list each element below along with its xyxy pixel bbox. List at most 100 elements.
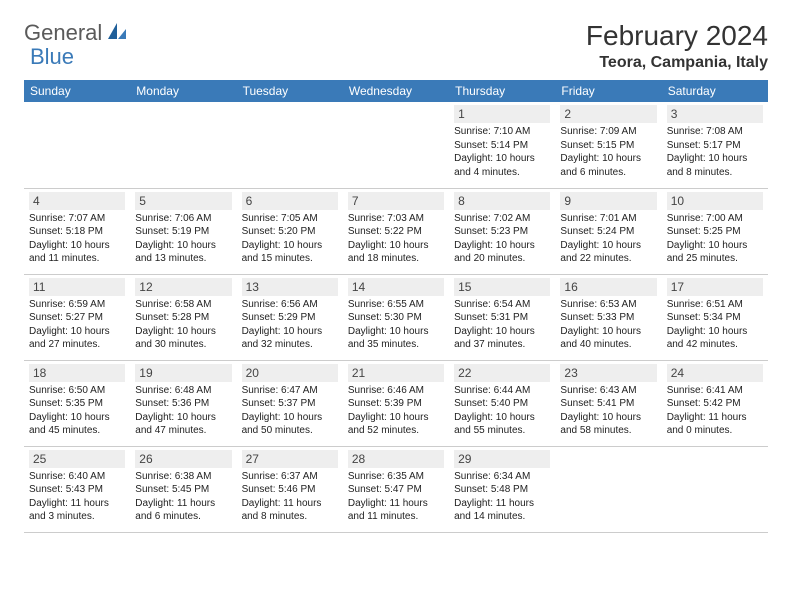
day-info: Sunrise: 6:34 AMSunset: 5:48 PMDaylight:… [454,470,550,524]
sunset-text: Sunset: 5:43 PM [29,483,125,497]
day-number: 23 [560,364,656,382]
sunset-text: Sunset: 5:22 PM [348,225,444,239]
sunrise-text: Sunrise: 6:48 AM [135,384,231,398]
day-number: 27 [242,450,338,468]
sunset-text: Sunset: 5:24 PM [560,225,656,239]
calendar-cell: 8Sunrise: 7:02 AMSunset: 5:23 PMDaylight… [449,188,555,274]
calendar-cell: 17Sunrise: 6:51 AMSunset: 5:34 PMDayligh… [662,274,768,360]
logo: General [24,20,130,46]
header: General February 2024 Teora, Campania, I… [24,20,768,72]
day-info: Sunrise: 7:01 AMSunset: 5:24 PMDaylight:… [560,212,656,266]
sunrise-text: Sunrise: 6:54 AM [454,298,550,312]
sunset-text: Sunset: 5:47 PM [348,483,444,497]
sunrise-text: Sunrise: 6:53 AM [560,298,656,312]
calendar-cell: 27 Sunrise: 6:37 AMSunset: 5:46 PMDayligh… [237,446,343,532]
day-number: 5 [135,192,231,210]
daylight-text: Daylight: 10 hours and 18 minutes. [348,239,444,266]
sunset-text: Sunset: 5:40 PM [454,397,550,411]
calendar-cell: 4Sunrise: 7:07 AMSunset: 5:18 PMDaylight… [24,188,130,274]
day-number: 12 [135,278,231,296]
day-info: Sunrise: 6:59 AMSunset: 5:27 PMDaylight:… [29,298,125,352]
sunset-text: Sunset: 5:17 PM [667,139,763,153]
sunrise-text: Sunrise: 6:46 AM [348,384,444,398]
daylight-text: Daylight: 10 hours and 8 minutes. [667,152,763,179]
calendar-cell-empty [343,102,449,188]
calendar-cell: 28Sunrise: 6:35 AMSunset: 5:47 PMDayligh… [343,446,449,532]
day-number: 11 [29,278,125,296]
calendar-cell: 3Sunrise: 7:08 AMSunset: 5:17 PMDaylight… [662,102,768,188]
day-info: Sunrise: 6:55 AMSunset: 5:30 PMDaylight:… [348,298,444,352]
day-number: 19 [135,364,231,382]
daylight-text: Daylight: 10 hours and 22 minutes. [560,239,656,266]
daylight-text: Daylight: 10 hours and 11 minutes. [29,239,125,266]
day-info: Sunrise: 6:48 AMSunset: 5:36 PMDaylight:… [135,384,231,438]
calendar-cell: 13 Sunrise: 6:56 AMSunset: 5:29 PMDayligh… [237,274,343,360]
calendar-cell: 2Sunrise: 7:09 AMSunset: 5:15 PMDaylight… [555,102,661,188]
sunset-text: Sunset: 5:34 PM [667,311,763,325]
calendar-cell-empty [237,102,343,188]
day-info: Sunrise: 6:40 AMSunset: 5:43 PMDaylight:… [29,470,125,524]
day-info: Sunrise: 6:58 AMSunset: 5:28 PMDaylight:… [135,298,231,352]
calendar-cell: 10 Sunrise: 7:00 AMSunset: 5:25 PMDayligh… [662,188,768,274]
daylight-text: Daylight: 10 hours and 45 minutes. [29,411,125,438]
calendar-cell: 9 Sunrise: 7:01 AMSunset: 5:24 PMDaylight… [555,188,661,274]
sunrise-text: Sunrise: 7:10 AM [454,125,550,139]
daylight-text: Daylight: 10 hours and 25 minutes. [667,239,763,266]
daylight-text: Daylight: 11 hours and 3 minutes. [29,497,125,524]
day-info: Sunrise: 7:02 AMSunset: 5:23 PMDaylight:… [454,212,550,266]
calendar-cell: 19 Sunrise: 6:48 AMSunset: 5:36 PMDayligh… [130,360,236,446]
day-info: Sunrise: 6:41 AMSunset: 5:42 PMDaylight:… [667,384,763,438]
daylight-text: Daylight: 10 hours and 6 minutes. [560,152,656,179]
day-number: 9 [560,192,656,210]
calendar-cell: 22Sunrise: 6:44 AMSunset: 5:40 PMDayligh… [449,360,555,446]
calendar-cell-empty [24,102,130,188]
day-header: Sunday [24,80,130,102]
day-info: Sunrise: 6:46 AMSunset: 5:39 PMDaylight:… [348,384,444,438]
calendar-row: 11 Sunrise: 6:59 AMSunset: 5:27 PMDayligh… [24,274,768,360]
day-number: 10 [667,192,763,210]
sunset-text: Sunset: 5:35 PM [29,397,125,411]
day-info: Sunrise: 6:43 AMSunset: 5:41 PMDaylight:… [560,384,656,438]
day-number: 14 [348,278,444,296]
sail-icon [106,21,128,46]
day-info: Sunrise: 6:53 AMSunset: 5:33 PMDaylight:… [560,298,656,352]
day-info: Sunrise: 6:54 AMSunset: 5:31 PMDaylight:… [454,298,550,352]
sunrise-text: Sunrise: 7:07 AM [29,212,125,226]
calendar-cell: 18Sunrise: 6:50 AMSunset: 5:35 PMDayligh… [24,360,130,446]
sunset-text: Sunset: 5:30 PM [348,311,444,325]
day-info: Sunrise: 6:37 AMSunset: 5:46 PMDaylight:… [242,470,338,524]
daylight-text: Daylight: 10 hours and 35 minutes. [348,325,444,352]
sunrise-text: Sunrise: 6:38 AM [135,470,231,484]
day-number: 13 [242,278,338,296]
day-header: Tuesday [237,80,343,102]
calendar-cell: 5 Sunrise: 7:06 AMSunset: 5:19 PMDaylight… [130,188,236,274]
daylight-text: Daylight: 11 hours and 0 minutes. [667,411,763,438]
day-number: 29 [454,450,550,468]
sunrise-text: Sunrise: 7:09 AM [560,125,656,139]
daylight-text: Daylight: 10 hours and 13 minutes. [135,239,231,266]
day-header: Monday [130,80,236,102]
sunrise-text: Sunrise: 6:58 AM [135,298,231,312]
sunset-text: Sunset: 5:27 PM [29,311,125,325]
calendar-cell: 12 Sunrise: 6:58 AMSunset: 5:28 PMDayligh… [130,274,236,360]
daylight-text: Daylight: 10 hours and 58 minutes. [560,411,656,438]
day-info: Sunrise: 6:56 AMSunset: 5:29 PMDaylight:… [242,298,338,352]
day-number: 17 [667,278,763,296]
month-title: February 2024 [586,20,768,52]
day-info: Sunrise: 6:47 AMSunset: 5:37 PMDaylight:… [242,384,338,438]
sunrise-text: Sunrise: 6:50 AM [29,384,125,398]
calendar-row: 25Sunrise: 6:40 AMSunset: 5:43 PMDayligh… [24,446,768,532]
sunset-text: Sunset: 5:33 PM [560,311,656,325]
calendar-row: 18Sunrise: 6:50 AMSunset: 5:35 PMDayligh… [24,360,768,446]
day-number: 3 [667,105,763,123]
calendar-cell: 25Sunrise: 6:40 AMSunset: 5:43 PMDayligh… [24,446,130,532]
daylight-text: Daylight: 10 hours and 4 minutes. [454,152,550,179]
sunset-text: Sunset: 5:15 PM [560,139,656,153]
sunrise-text: Sunrise: 6:56 AM [242,298,338,312]
day-info: Sunrise: 7:00 AMSunset: 5:25 PMDaylight:… [667,212,763,266]
day-info: Sunrise: 7:06 AMSunset: 5:19 PMDaylight:… [135,212,231,266]
daylight-text: Daylight: 10 hours and 20 minutes. [454,239,550,266]
calendar-cell-empty [555,446,661,532]
sunrise-text: Sunrise: 6:35 AM [348,470,444,484]
calendar-cell: 15Sunrise: 6:54 AMSunset: 5:31 PMDayligh… [449,274,555,360]
